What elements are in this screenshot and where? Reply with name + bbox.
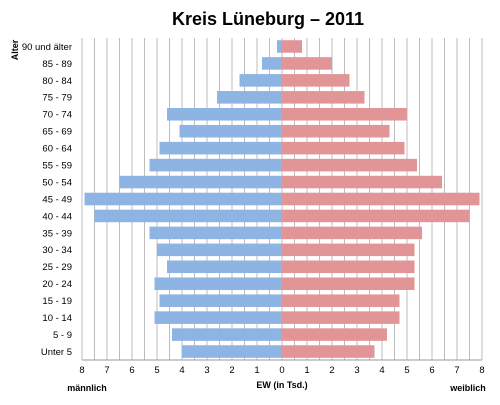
x-tick-label: 1 <box>254 365 259 376</box>
bar-male <box>182 345 282 358</box>
bar-male <box>149 158 282 172</box>
x-tick-label: 1 <box>304 365 309 376</box>
category-label: 40 - 44 <box>42 211 72 222</box>
bar-female <box>282 277 415 291</box>
bar-female <box>282 243 415 257</box>
bar-female <box>282 294 400 307</box>
bar-female <box>282 192 480 206</box>
tick-labels: 8 7 6 5 4 3 2 1 0 1 2 3 4 5 6 7 8 <box>79 365 484 376</box>
bar-male <box>149 226 282 240</box>
category-label: 5 - 9 <box>53 330 72 341</box>
bar-female <box>282 124 390 138</box>
category-label: 25 - 29 <box>42 262 72 273</box>
category-label: 20 - 24 <box>42 279 72 290</box>
bar-female <box>282 91 365 104</box>
category-labels: 90 und älter 85 - 89 80 - 84 75 - 79 70 - 74… <box>22 42 72 358</box>
category-label: 15 - 19 <box>42 296 72 307</box>
category-label: 35 - 39 <box>42 228 72 239</box>
bar-male <box>262 57 282 70</box>
x-tick-label: 6 <box>129 365 134 376</box>
bar-female <box>282 328 387 341</box>
left-label: männlich <box>67 383 107 393</box>
bar-female <box>282 158 417 172</box>
bar-male <box>154 277 282 291</box>
y-axis-label: Alter <box>10 39 20 60</box>
bar-female <box>282 175 442 189</box>
bar-male <box>154 311 282 324</box>
x-tick-label: 2 <box>329 365 334 376</box>
bar-male <box>84 192 282 206</box>
x-tick-label: 5 <box>154 365 159 376</box>
bar-male <box>239 74 282 87</box>
bar-female <box>282 345 375 358</box>
bar-female <box>282 40 302 53</box>
x-tick-label: 0 <box>279 365 284 376</box>
bar-female <box>282 311 400 324</box>
category-label: 85 - 89 <box>42 59 72 70</box>
category-label: 10 - 14 <box>42 313 72 324</box>
bar-male <box>217 91 282 104</box>
bar-female <box>282 226 422 240</box>
category-label: 75 - 79 <box>42 93 72 104</box>
bar-female <box>282 209 470 223</box>
bar-female <box>282 260 415 274</box>
bar-female <box>282 57 332 70</box>
bar-male <box>159 141 282 155</box>
bar-male <box>179 124 282 138</box>
x-tick-label: 7 <box>454 365 459 376</box>
bar-male <box>159 294 282 307</box>
bars <box>84 40 480 358</box>
x-tick-label: 8 <box>79 365 84 376</box>
x-tick-label: 3 <box>354 365 359 376</box>
bar-male <box>119 175 282 189</box>
x-tick-label: 4 <box>379 365 384 376</box>
category-label: 65 - 69 <box>42 127 72 138</box>
category-label: Unter 5 <box>41 347 72 358</box>
x-tick-label: 5 <box>404 365 409 376</box>
chart-title: Kreis Lüneburg – 2011 <box>172 9 364 29</box>
bar-female <box>282 107 407 121</box>
bar-female <box>282 74 350 87</box>
x-tick-label: 4 <box>179 365 184 376</box>
x-axis-label: EW (in Tsd.) <box>256 380 307 390</box>
bar-female <box>282 141 405 155</box>
category-label: 70 - 74 <box>42 110 72 121</box>
category-label: 60 - 64 <box>42 144 72 155</box>
category-label: 55 - 59 <box>42 161 72 172</box>
x-tick-label: 3 <box>204 365 209 376</box>
bar-male <box>167 107 282 121</box>
category-label: 80 - 84 <box>42 76 72 87</box>
bar-male <box>167 260 282 274</box>
bar-male <box>277 40 282 53</box>
bar-male <box>94 209 282 223</box>
category-label: 90 und älter <box>22 42 72 53</box>
category-label: 30 - 34 <box>42 245 72 256</box>
x-tick-label: 7 <box>104 365 109 376</box>
x-tick-label: 8 <box>479 365 484 376</box>
bar-male <box>172 328 282 341</box>
category-label: 45 - 49 <box>42 194 72 205</box>
right-label: weiblich <box>449 383 486 393</box>
x-tick-label: 2 <box>229 365 234 376</box>
category-label: 50 - 54 <box>42 177 72 188</box>
x-tick-label: 6 <box>429 365 434 376</box>
bar-male <box>157 243 282 257</box>
